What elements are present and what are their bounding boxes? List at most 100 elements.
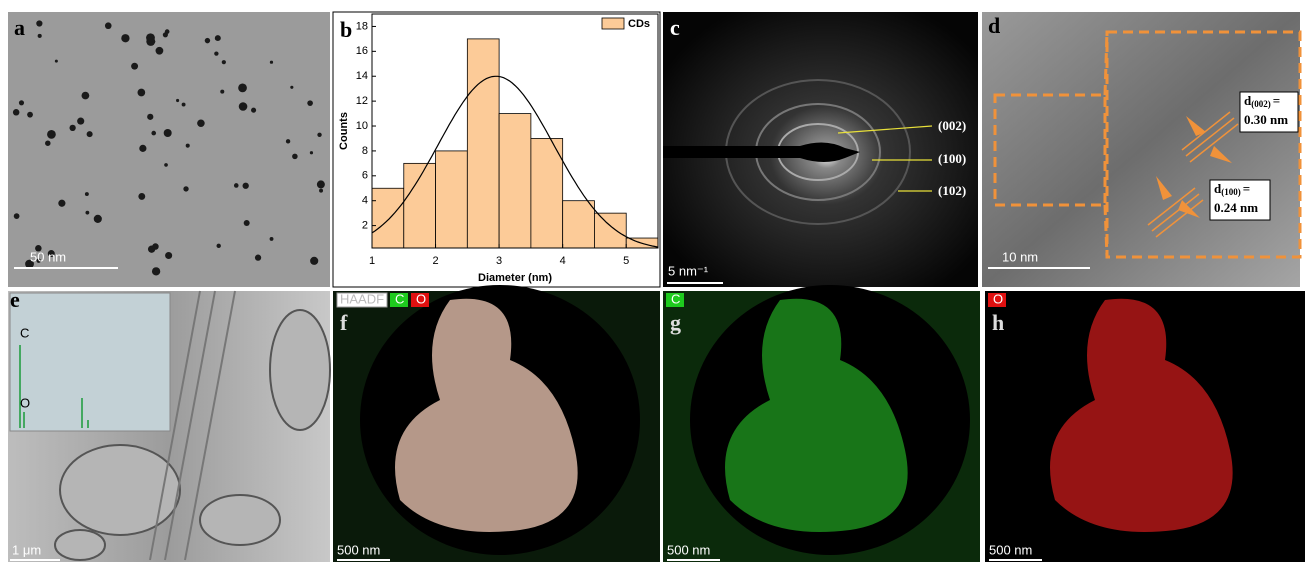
- particle: [45, 141, 50, 146]
- bar: [436, 151, 468, 248]
- particle: [69, 125, 75, 131]
- micrograph-a: [8, 12, 330, 287]
- particle: [138, 89, 146, 97]
- particle: [152, 267, 160, 275]
- particle: [147, 114, 153, 120]
- particle: [13, 109, 20, 116]
- particle: [244, 220, 250, 226]
- particle: [47, 130, 56, 139]
- y-tick-label: 8: [362, 145, 368, 157]
- particle: [138, 193, 145, 200]
- tag: C: [671, 291, 680, 306]
- bar: [531, 138, 563, 248]
- panel-label: c: [670, 15, 680, 40]
- particle: [310, 257, 318, 265]
- particle: [239, 102, 248, 111]
- y-tick-label: 18: [356, 20, 368, 32]
- x-tick-label: 4: [560, 255, 566, 267]
- x-axis-label: Diameter (nm): [478, 272, 552, 284]
- particle: [310, 151, 313, 154]
- particle: [182, 103, 186, 107]
- panel-label: e: [10, 287, 20, 312]
- particle: [164, 129, 172, 137]
- y-tick-label: 4: [362, 195, 368, 207]
- y-tick-label: 6: [362, 170, 368, 182]
- y-tick-label: 14: [356, 70, 368, 82]
- particle: [27, 112, 33, 118]
- particle: [317, 180, 325, 188]
- particle: [164, 163, 168, 167]
- bar: [372, 188, 404, 248]
- particle: [163, 32, 168, 37]
- scale-label: 500 nm: [337, 542, 380, 557]
- particle: [217, 244, 221, 248]
- eds-inset: [10, 293, 170, 431]
- particle: [131, 63, 138, 70]
- particle: [94, 215, 102, 223]
- y-tick-label: 12: [356, 95, 368, 107]
- plane-label: (102): [938, 183, 966, 198]
- particle: [186, 144, 190, 148]
- particle: [290, 86, 293, 89]
- particle: [292, 154, 298, 160]
- hrtem-image: [982, 12, 1300, 287]
- particle: [317, 133, 321, 137]
- tag: C: [395, 291, 404, 306]
- particle: [85, 192, 89, 196]
- tag: O: [993, 291, 1003, 306]
- particle: [139, 145, 146, 152]
- particle: [105, 22, 112, 29]
- particle: [77, 118, 84, 125]
- particle: [121, 34, 129, 42]
- particle: [36, 20, 42, 26]
- scale-label: 500 nm: [667, 542, 710, 557]
- panel-label: b: [340, 17, 352, 42]
- y-tick-label: 10: [356, 120, 368, 132]
- particle: [270, 237, 274, 241]
- particle: [85, 211, 89, 215]
- plane-label: (100): [938, 151, 966, 166]
- particle: [183, 186, 188, 191]
- plane: (100): [1221, 187, 1241, 197]
- particle: [146, 33, 155, 42]
- bar: [467, 39, 499, 248]
- particle: [243, 183, 249, 189]
- particle: [251, 108, 256, 113]
- bar: [594, 213, 626, 248]
- particle: [255, 255, 261, 261]
- panel-label: g: [670, 310, 681, 335]
- peak-label: O: [20, 395, 30, 410]
- x-tick-label: 3: [496, 255, 502, 267]
- particle: [214, 51, 218, 55]
- x-tick-label: 5: [623, 255, 629, 267]
- y-tick-label: 2: [362, 220, 368, 232]
- particle: [238, 84, 247, 93]
- panel-label: a: [14, 15, 25, 40]
- equals: =: [1273, 93, 1280, 108]
- y-tick-label: 16: [356, 45, 368, 57]
- x-tick-label: 2: [432, 255, 438, 267]
- equals: =: [1243, 181, 1250, 196]
- particle: [55, 60, 58, 63]
- spacing-value: 0.30 nm: [1244, 112, 1288, 127]
- scale-label: 500 nm: [989, 542, 1032, 557]
- particle: [215, 35, 221, 41]
- legend-swatch: [602, 18, 624, 29]
- plane-label: (002): [938, 118, 966, 133]
- tag: O: [416, 291, 426, 306]
- particle: [286, 139, 290, 143]
- spacing-value: 0.24 nm: [1214, 200, 1258, 215]
- particle: [87, 131, 93, 137]
- particle: [165, 252, 172, 259]
- particle: [58, 200, 65, 207]
- particle: [220, 90, 224, 94]
- x-tick-label: 1: [369, 255, 375, 267]
- particle: [270, 61, 273, 64]
- particle: [38, 34, 42, 38]
- particle: [222, 60, 226, 64]
- scale-label: 50 nm: [30, 249, 66, 264]
- particle: [176, 99, 179, 102]
- particle: [82, 92, 90, 100]
- panel-label: h: [992, 310, 1004, 335]
- peak-label: C: [20, 325, 29, 340]
